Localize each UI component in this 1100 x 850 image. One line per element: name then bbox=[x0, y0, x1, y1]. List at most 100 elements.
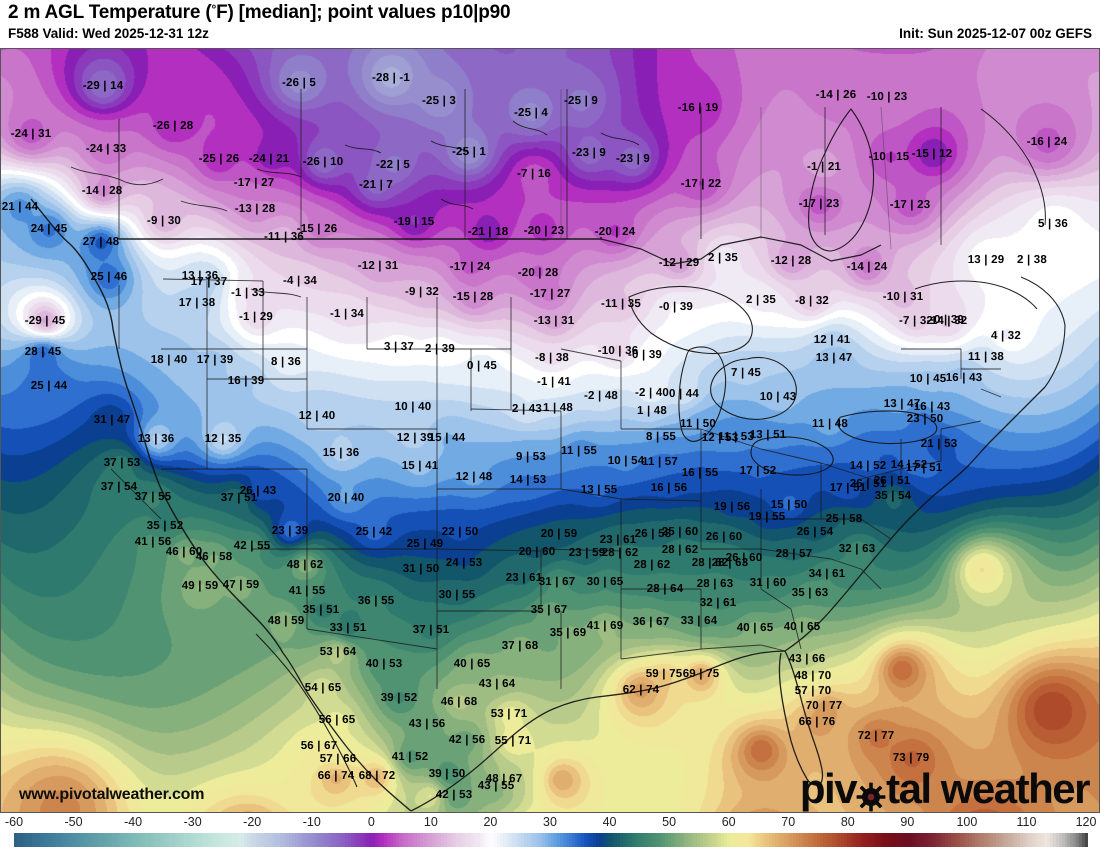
point-value-label: 20 | 60 bbox=[518, 546, 556, 558]
colorbar-segment bbox=[303, 833, 307, 847]
gear-icon bbox=[856, 777, 886, 812]
boundary-line bbox=[560, 488, 622, 500]
colorbar-gradient[interactable] bbox=[14, 833, 1089, 847]
colorbar-segment bbox=[294, 833, 298, 847]
colorbar-segment bbox=[688, 833, 692, 847]
colorbar-segment bbox=[479, 833, 483, 847]
colorbar-segment bbox=[1004, 833, 1008, 847]
point-value-label: 25 | 44 bbox=[30, 380, 68, 392]
point-value-label: 35 | 54 bbox=[874, 490, 912, 502]
colorbar-segment bbox=[897, 833, 901, 847]
point-value-label: -0 | 39 bbox=[929, 314, 965, 326]
colorbar-segment bbox=[551, 833, 555, 847]
colorbar-segment bbox=[52, 833, 56, 847]
colorbar-segment bbox=[1049, 833, 1053, 847]
colorbar-segment bbox=[712, 833, 716, 847]
point-value-label: 21 | 44 bbox=[1, 201, 39, 213]
point-value-label: -16 | 19 bbox=[677, 102, 719, 114]
point-value-label: -10 | 36 bbox=[597, 345, 639, 357]
point-value-label: 16 | 43 bbox=[945, 372, 983, 384]
boundary-line bbox=[620, 498, 702, 502]
point-value-label: -17 | 22 bbox=[680, 178, 722, 190]
colorbar-segment bbox=[891, 833, 895, 847]
colorbar-segment bbox=[345, 833, 349, 847]
boundary-line bbox=[900, 460, 942, 470]
point-value-label: -26 | 10 bbox=[302, 156, 344, 168]
colorbar-segment bbox=[924, 833, 928, 847]
point-value-label: 57 | 66 bbox=[319, 753, 357, 765]
colorbar-segment bbox=[384, 833, 388, 847]
point-value-label: -13 | 31 bbox=[533, 315, 575, 327]
boundary-line bbox=[837, 410, 938, 445]
point-value-label: 47 | 59 bbox=[222, 579, 260, 591]
colorbar-segment bbox=[46, 833, 50, 847]
colorbar-segment bbox=[831, 833, 835, 847]
colorbar-segment bbox=[936, 833, 940, 847]
point-value-label: 17 | 37 bbox=[190, 276, 228, 288]
colorbar-segment bbox=[485, 833, 489, 847]
colorbar-segment bbox=[94, 833, 98, 847]
colorbar-segment bbox=[888, 833, 892, 847]
colorbar-tick-labels: -60 -50 -40 -30 -20 -10 0 10 20 30 40 50 60 70 80 90 100… bbox=[0, 815, 1100, 831]
colorbar-segment bbox=[545, 833, 549, 847]
point-value-label: -8 | 38 bbox=[534, 352, 570, 364]
colorbar-segment bbox=[697, 833, 701, 847]
point-value-label: 25 | 60 bbox=[661, 526, 699, 538]
point-value-label: -15 | 28 bbox=[452, 291, 494, 303]
boundary-line bbox=[540, 548, 622, 552]
point-value-label: 25 | 46 bbox=[90, 271, 128, 283]
colorbar-segment bbox=[572, 833, 576, 847]
colorbar-segment bbox=[67, 833, 71, 847]
point-value-label: 23 | 61 bbox=[599, 534, 637, 546]
point-value-label: 28 | 64 bbox=[646, 583, 684, 595]
point-value-label: -9 | 30 bbox=[146, 215, 182, 227]
point-value-label: 12 | 48 bbox=[455, 471, 493, 483]
point-value-label: 53 | 71 bbox=[490, 708, 528, 720]
point-value-label: 28 | 62 bbox=[601, 547, 639, 559]
point-value-label: 2 | 39 bbox=[425, 343, 455, 355]
colorbar-segment bbox=[264, 833, 268, 847]
point-value-label: 5 | 36 bbox=[1038, 218, 1068, 230]
point-value-label: 15 | 44 bbox=[428, 432, 466, 444]
point-value-label: 8 | 55 bbox=[646, 431, 676, 443]
boundary-line bbox=[440, 198, 474, 210]
point-value-label: -16 | 24 bbox=[1026, 136, 1068, 148]
colorbar-segment bbox=[989, 833, 993, 847]
point-value-label: -7 | 16 bbox=[516, 168, 552, 180]
point-value-label: 13 | 36 bbox=[181, 270, 219, 282]
point-value-label: -1 | 41 bbox=[536, 376, 572, 388]
point-value-label: 12 | 53 bbox=[701, 432, 739, 444]
point-value-label: -25 | 26 bbox=[198, 153, 240, 165]
point-value-label: 36 | 67 bbox=[632, 616, 670, 628]
point-value-label: 13 | 29 bbox=[967, 254, 1005, 266]
colorbar-tick: -40 bbox=[124, 815, 143, 829]
colorbar-segment bbox=[363, 833, 367, 847]
colorbar-segment bbox=[103, 833, 107, 847]
colorbar-tick: 80 bbox=[840, 815, 855, 829]
colorbar-segment bbox=[184, 833, 188, 847]
colorbar-segment bbox=[458, 833, 462, 847]
colorbar-segment bbox=[846, 833, 850, 847]
colorbar-segment bbox=[518, 833, 522, 847]
point-value-label: -10 | 15 bbox=[868, 151, 910, 163]
point-value-label: 35 | 67 bbox=[530, 604, 568, 616]
point-value-label: 43 | 55 bbox=[477, 780, 515, 792]
colorbar-segment bbox=[1043, 833, 1047, 847]
colorbar-segment bbox=[419, 833, 423, 847]
colorbar-segment bbox=[969, 833, 972, 847]
colorbar-segment bbox=[569, 833, 573, 847]
colorbar-tick: 110 bbox=[1016, 815, 1037, 829]
map-viewport[interactable]: -29 | 14 -24 | 31 -24 | 33 -26 | 28 -14 | 28… bbox=[0, 48, 1100, 813]
colorbar-segment bbox=[751, 833, 755, 847]
colorbar-segment bbox=[231, 833, 235, 847]
colorbar-segment bbox=[249, 833, 253, 847]
colorbar-segment bbox=[1052, 833, 1056, 847]
point-value-label: 42 | 55 bbox=[233, 540, 271, 552]
colorbar-segment bbox=[330, 833, 334, 847]
colorbar-segment bbox=[909, 833, 913, 847]
colorbar[interactable]: -60 -50 -40 -30 -20 -10 0 10 20 30 40 50 60 70 80 90 100… bbox=[0, 815, 1100, 850]
colorbar-segment bbox=[288, 833, 292, 847]
point-value-label: -17 | 23 bbox=[889, 199, 931, 211]
colorbar-segment bbox=[957, 833, 961, 847]
colorbar-segment bbox=[951, 833, 955, 847]
